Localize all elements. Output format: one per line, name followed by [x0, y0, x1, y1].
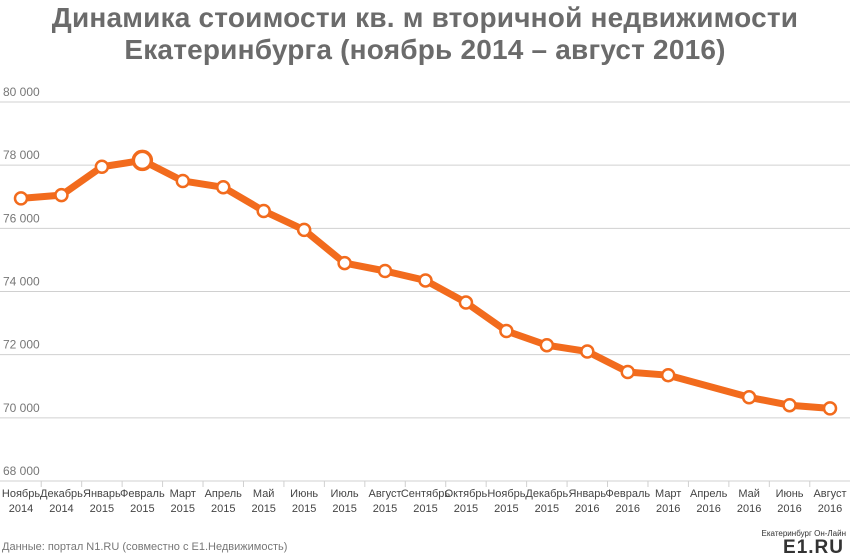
x-tick-label-month: Январь [568, 488, 606, 500]
y-tick-label: 76 000 [3, 211, 40, 225]
data-point [458, 295, 474, 310]
x-tick-label-year: 2015 [332, 503, 356, 515]
x-axis-ticks: Ноябрь 2014 Декабрь 2014 Январь 2015 Февраль 20… [2, 481, 847, 515]
data-point [175, 173, 191, 189]
x-tick-label-month: Июль [331, 488, 359, 500]
x-tick-label-month: Март [170, 488, 196, 500]
x-tick-label-month: Февраль [120, 488, 165, 500]
data-points [13, 149, 838, 416]
x-tick-label-year: 2016 [575, 503, 599, 515]
x-tick-label-year: 2014 [49, 503, 73, 515]
x-tick-label-month: Октябрь [445, 488, 488, 500]
data-point [296, 222, 312, 238]
y-tick-label: 74 000 [3, 275, 40, 289]
x-tick-label-year: 2016 [818, 503, 842, 515]
x-tick-label-month: Декабрь [40, 488, 83, 500]
x-tick-label-month: Июнь [290, 488, 318, 500]
data-point [580, 344, 595, 359]
x-tick-label-month: Апрель [205, 488, 243, 500]
x-tick-label-year: 2015 [251, 503, 275, 515]
y-tick-label: 72 000 [3, 338, 40, 352]
x-tick-label-year: 2016 [777, 503, 801, 515]
chart-title-line2: Екатеринбурга (ноябрь 2014 – август 2016… [124, 34, 726, 65]
x-tick-label-year: 2015 [373, 503, 397, 515]
x-tick-label-year: 2014 [9, 503, 33, 515]
grid-lines [0, 101, 850, 482]
data-point [94, 159, 110, 174]
x-tick-label-month: Апрель [690, 488, 728, 500]
x-tick-label-year: 2015 [211, 503, 235, 515]
x-tick-label-month: Май [738, 488, 760, 500]
x-tick-label-month: Август [368, 488, 401, 500]
x-tick-label-year: 2015 [494, 503, 518, 515]
x-tick-label-year: 2015 [413, 503, 437, 515]
x-tick-label-year: 2015 [171, 503, 195, 515]
x-tick-label-year: 2015 [90, 503, 114, 515]
data-point [660, 367, 676, 383]
x-tick-label-year: 2016 [656, 503, 680, 515]
x-tick-label-month: Сентябрь [401, 488, 451, 500]
data-point [620, 364, 635, 380]
data-point [337, 255, 352, 271]
y-tick-label: 78 000 [3, 148, 40, 162]
data-point [418, 273, 433, 288]
x-tick-label-month: Июнь [776, 488, 804, 500]
x-tick-label-year: 2015 [454, 503, 478, 515]
x-tick-label-month: Март [655, 488, 681, 500]
y-tick-label: 80 000 [3, 85, 40, 99]
data-point [741, 390, 757, 405]
data-point-peak [131, 149, 154, 172]
data-point [216, 180, 231, 195]
data-point [539, 337, 555, 353]
x-tick-label-year: 2016 [616, 503, 640, 515]
chart-title-line1: Динамика стоимости кв. м вторичной недви… [51, 2, 799, 33]
x-tick-label-year: 2015 [130, 503, 154, 515]
data-point [822, 401, 838, 416]
x-tick-label-year: 2015 [292, 503, 316, 515]
source-note: Данные: портал N1.RU (совместно с E1.Нед… [2, 541, 288, 553]
x-tick-label-year: 2016 [696, 503, 720, 515]
data-point [13, 191, 29, 206]
data-point [782, 397, 797, 413]
x-tick-label-year: 2015 [535, 503, 559, 515]
y-axis-ticks: 68 000 70 000 72 000 74 000 76 000 78 000 80 0… [3, 85, 40, 478]
x-tick-label-month: Август [813, 488, 846, 500]
logo-subtitle: Екатеринбург Он-Лайн [761, 529, 846, 538]
y-tick-label: 68 000 [3, 464, 40, 478]
x-tick-label-year: 2016 [737, 503, 761, 515]
data-point [54, 187, 69, 203]
x-tick-label-month: Ноябрь [2, 488, 40, 500]
x-tick-label-month: Май [253, 488, 275, 500]
x-tick-label-month: Январь [83, 488, 121, 500]
e1-logo: E1.RU [783, 537, 844, 558]
y-tick-label: 70 000 [3, 401, 40, 415]
x-tick-label-month: Декабрь [525, 488, 568, 500]
x-tick-label-month: Февраль [605, 488, 650, 500]
data-point [377, 263, 393, 279]
data-point [499, 323, 514, 339]
data-point [256, 203, 271, 219]
x-tick-label-month: Ноябрь [487, 488, 525, 500]
